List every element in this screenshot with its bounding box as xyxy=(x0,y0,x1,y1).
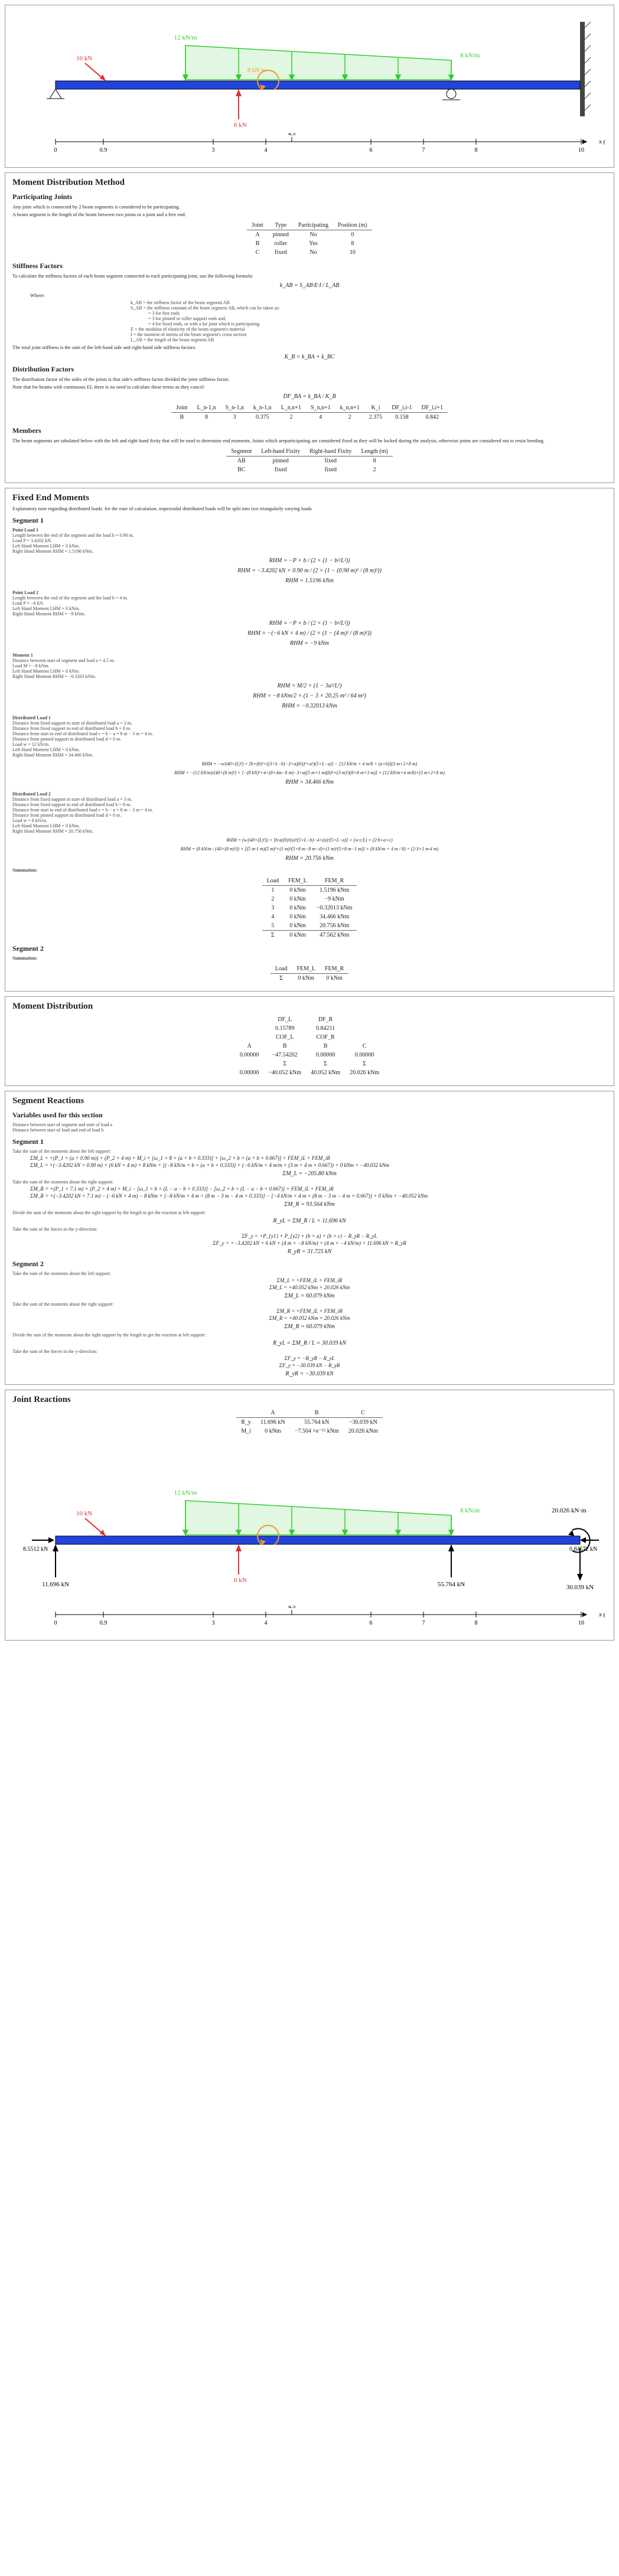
jr-table: ABC R_y11.696 kN55.764 kN−30.039 kN M_i0… xyxy=(236,1408,383,1436)
svg-text:7: 7 xyxy=(422,1620,425,1626)
svg-text:4: 4 xyxy=(265,147,268,154)
dl1-title: Distributed Load 1 xyxy=(12,715,607,720)
svg-text:10 kN: 10 kN xyxy=(76,55,92,62)
figure-1-panel: 12 kN/m 8 kN/m 10 kN 6 kN 8 kN·m 0 0.9 3… xyxy=(5,5,614,168)
md-panel: Moment Distribution DF_LDF_R 0.157890.84… xyxy=(5,996,614,1086)
svg-text:4: 4 xyxy=(265,1620,268,1626)
fem-title: Fixed End Moments xyxy=(12,493,607,503)
sr-seg1: Segment 1 xyxy=(12,1137,607,1146)
svg-text:30.039 kN: 30.039 kN xyxy=(566,1584,594,1591)
fem-seg2: Segment 2 xyxy=(12,944,607,953)
joints-table: JointTypeParticipatingPosition (m) Apinn… xyxy=(247,221,372,257)
dl2-title: Distributed Load 2 xyxy=(12,791,607,797)
sum2-table: LoadFEM_LFEM_R Σ0 kNm0 kNm xyxy=(271,964,348,983)
sr-seg2: Segment 2 xyxy=(12,1260,607,1269)
beam-diagram-1: 12 kN/m 8 kN/m 10 kN 6 kN 8 kN·m xyxy=(14,10,605,128)
df-note2: Note that for beams with continuous EI, … xyxy=(12,384,607,390)
svg-text:8.5512 kN: 8.5512 kN xyxy=(23,1546,48,1553)
md-table: DF_LDF_R 0.157890.84211 COF_LCOF_R ABBC … xyxy=(235,1015,384,1077)
df-formula: DF_BA = k_BA / K_B xyxy=(12,393,607,400)
svg-text:4.5: 4.5 xyxy=(288,1606,296,1610)
svg-text:55.764 kN: 55.764 kN xyxy=(438,1581,465,1588)
m1-title: Moment 1 xyxy=(12,653,607,658)
jr-panel: Joint Reactions ABC R_y11.696 kN55.764 k… xyxy=(5,1390,614,1641)
svg-text:11.696 kN: 11.696 kN xyxy=(42,1581,69,1588)
svg-text:8 kN/m: 8 kN/m xyxy=(460,1507,480,1514)
beam-diagram-2: 12 kN/m 8 kN/m 10 kN 6 kN 11.696 kN 55.7… xyxy=(14,1447,605,1601)
svg-text:6 kN: 6 kN xyxy=(234,1577,247,1584)
svg-text:0.84572 kN: 0.84572 kN xyxy=(569,1546,597,1553)
mdm-title: Moment Distribution Method xyxy=(12,178,607,188)
svg-text:x (m): x (m) xyxy=(598,138,605,145)
svg-text:6 kN: 6 kN xyxy=(234,122,247,128)
stiffness-sum: K_B = k_BA + k_BC xyxy=(12,354,607,360)
axis-2: 0 0.9 3 4 4.5 6 7 8 10 x (m) xyxy=(14,1606,605,1635)
sum1-table: LoadFEM_LFEM_R 10 kNm1.5196 kNm 20 kNm−9… xyxy=(262,876,357,940)
members-note: The beam segments are tabulated below wi… xyxy=(12,438,607,444)
svg-text:10 kN: 10 kN xyxy=(76,1510,92,1517)
svg-text:8 kN/m: 8 kN/m xyxy=(460,52,480,59)
axis-1: 0 0.9 3 4 4.5 6 7 8 10 x (m) xyxy=(14,133,605,162)
svg-text:0: 0 xyxy=(54,1620,57,1626)
pl1-title: Point Load 1 xyxy=(12,527,607,533)
fem-intro: Explanatory note regarding distributed l… xyxy=(12,506,607,511)
md-title: Moment Distribution xyxy=(12,1002,607,1012)
joints-title: Participating Joints xyxy=(12,193,607,201)
svg-text:7: 7 xyxy=(422,147,425,154)
svg-text:12 kN/m: 12 kN/m xyxy=(174,34,197,41)
df-note1: The distribution factor of the sides of … xyxy=(12,376,607,382)
stiffness-title: Stiffness Factors xyxy=(12,262,607,270)
svg-text:8: 8 xyxy=(475,1620,478,1626)
svg-text:12 kN/m: 12 kN/m xyxy=(174,1489,197,1496)
svg-text:4.5: 4.5 xyxy=(288,133,296,137)
members-title: Members xyxy=(12,426,607,435)
svg-text:x (m): x (m) xyxy=(598,1611,605,1618)
fem-seg1: Segment 1 xyxy=(12,516,607,525)
mdm-panel: Moment Distribution Method Participating… xyxy=(5,172,614,483)
df-table: JointL_n-1,nS_n-1,nk_n-1,nL_n,n+1S_n,n+1… xyxy=(171,403,448,422)
sr-vars-title: Variables used for this section xyxy=(12,1111,607,1120)
sum1-title: Summation: xyxy=(12,868,607,873)
svg-text:8 kN·m: 8 kN·m xyxy=(247,67,266,74)
pl2-title: Point Load 2 xyxy=(12,590,607,595)
svg-text:3: 3 xyxy=(212,1620,215,1626)
stiffness-formula: k_AB = S_AB·E·I / L_AB xyxy=(12,282,607,289)
svg-text:10: 10 xyxy=(578,147,584,154)
svg-text:10: 10 xyxy=(578,1620,584,1626)
svg-text:6: 6 xyxy=(370,1620,373,1626)
svg-text:0: 0 xyxy=(54,147,57,154)
svg-text:0.9: 0.9 xyxy=(100,147,107,154)
svg-text:8: 8 xyxy=(475,147,478,154)
members-table: SegmentLeft-hand FixityRight-hand Fixity… xyxy=(226,447,393,474)
stiffness-sum-note: The total joint stiffness is the sum of … xyxy=(12,344,607,350)
df-title: Distribution Factors xyxy=(12,365,607,374)
jr-title: Joint Reactions xyxy=(12,1395,607,1405)
svg-text:20.026 kN·m: 20.026 kN·m xyxy=(552,1507,587,1514)
joints-note1: Any joint which is connected by 2 beam s… xyxy=(12,204,607,210)
stiffness-note: To calculate the stiffness factors of ea… xyxy=(12,273,607,279)
svg-text:6: 6 xyxy=(370,147,373,154)
sum2-title: Summation: xyxy=(12,956,607,961)
sr-title: Segment Reactions xyxy=(12,1096,607,1106)
sr-panel: Segment Reactions Variables used for thi… xyxy=(5,1091,614,1385)
fem-panel: Fixed End Moments Explanatory note regar… xyxy=(5,488,614,992)
svg-text:0.9: 0.9 xyxy=(100,1620,107,1626)
stiffness-where: Where: xyxy=(30,292,607,298)
svg-text:3: 3 xyxy=(212,147,215,154)
joints-note2: A beam segment is the length of the beam… xyxy=(12,211,607,217)
